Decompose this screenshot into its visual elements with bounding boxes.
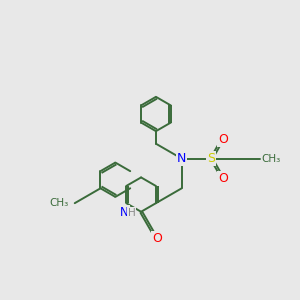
Text: N: N bbox=[177, 152, 186, 165]
Text: O: O bbox=[218, 133, 228, 146]
Text: S: S bbox=[207, 152, 215, 165]
Text: O: O bbox=[218, 172, 228, 184]
Text: CH₃: CH₃ bbox=[50, 198, 69, 208]
Text: H: H bbox=[128, 208, 135, 218]
Text: N: N bbox=[120, 206, 129, 219]
Text: CH₃: CH₃ bbox=[261, 154, 280, 164]
Text: O: O bbox=[152, 232, 162, 245]
